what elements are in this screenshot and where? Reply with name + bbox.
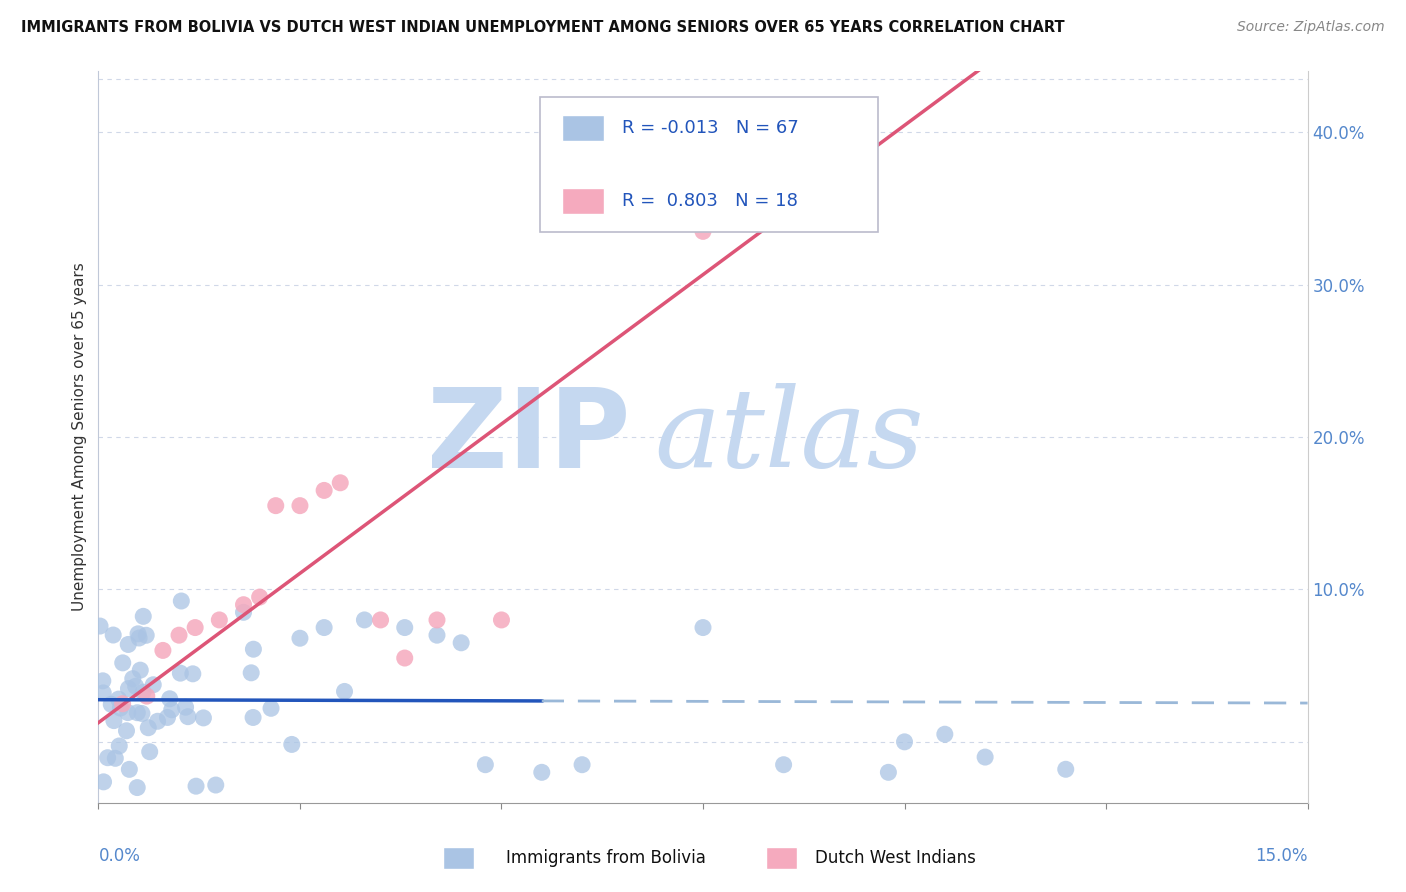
Point [117, 637, 139, 651]
Point [132, 685, 155, 699]
Point [1054, 762, 1077, 776]
Point [89, 619, 111, 633]
Point [93, 775, 115, 789]
Point [174, 700, 197, 714]
Point [104, 751, 127, 765]
Point [571, 163, 593, 178]
Point [111, 656, 134, 670]
Text: Dutch West Indians: Dutch West Indians [815, 849, 976, 867]
Point [772, 757, 794, 772]
Point [117, 706, 139, 720]
Point [329, 475, 352, 490]
Point [108, 739, 131, 753]
Point [115, 723, 138, 738]
Point [103, 628, 125, 642]
Text: R =  0.803   N = 18: R = 0.803 N = 18 [621, 192, 797, 211]
Point [288, 632, 311, 646]
Point [127, 780, 149, 795]
Point [117, 681, 139, 696]
Point [394, 651, 416, 665]
Point [974, 750, 997, 764]
Bar [561, 115, 603, 141]
Point [177, 709, 200, 723]
Point [260, 701, 283, 715]
Point [426, 628, 449, 642]
Point [264, 499, 287, 513]
Point [450, 636, 472, 650]
Point [193, 711, 215, 725]
Text: 15.0%: 15.0% [1256, 847, 1308, 864]
Point [394, 621, 416, 635]
Point [208, 613, 231, 627]
Point [692, 621, 714, 635]
Point [159, 691, 181, 706]
Point [281, 738, 304, 752]
Point [571, 757, 593, 772]
Point [100, 698, 122, 712]
Y-axis label: Unemployment Among Seniors over 65 years: Unemployment Among Seniors over 65 years [72, 263, 87, 611]
Point [242, 642, 264, 657]
Point [204, 778, 226, 792]
Bar [561, 188, 603, 214]
Point [136, 721, 159, 735]
Point [131, 706, 153, 721]
Point [128, 631, 150, 645]
Point [124, 679, 146, 693]
Point [242, 710, 264, 724]
Point [232, 598, 254, 612]
Point [184, 621, 207, 635]
Point [181, 666, 204, 681]
Point [877, 765, 900, 780]
Point [426, 613, 449, 627]
Point [107, 692, 129, 706]
Point [121, 672, 143, 686]
Text: Source: ZipAtlas.com: Source: ZipAtlas.com [1237, 20, 1385, 34]
Point [692, 224, 714, 238]
Point [370, 613, 392, 627]
Point [152, 643, 174, 657]
Point [893, 735, 915, 749]
Point [138, 745, 160, 759]
Point [249, 590, 271, 604]
Point [142, 678, 165, 692]
FancyBboxPatch shape [540, 97, 879, 232]
Point [135, 628, 157, 642]
Point [111, 697, 134, 711]
Text: 0.0%: 0.0% [98, 847, 141, 864]
Point [314, 483, 336, 498]
Point [97, 750, 120, 764]
Point [288, 499, 311, 513]
Text: IMMIGRANTS FROM BOLIVIA VS DUTCH WEST INDIAN UNEMPLOYMENT AMONG SENIORS OVER 65 : IMMIGRANTS FROM BOLIVIA VS DUTCH WEST IN… [21, 20, 1064, 35]
Point [240, 665, 263, 680]
Point [167, 628, 190, 642]
Point [103, 714, 125, 728]
Point [135, 689, 157, 703]
Point [530, 765, 553, 780]
Point [91, 686, 114, 700]
Point [127, 627, 149, 641]
Text: atlas: atlas [655, 384, 924, 491]
Point [491, 613, 513, 627]
Point [118, 763, 141, 777]
Point [132, 609, 155, 624]
Text: Immigrants from Bolivia: Immigrants from Bolivia [506, 849, 706, 867]
Point [353, 613, 375, 627]
Point [232, 605, 254, 619]
Point [170, 594, 193, 608]
Text: R = -0.013   N = 67: R = -0.013 N = 67 [621, 119, 799, 137]
Point [474, 757, 496, 772]
Point [333, 684, 356, 698]
Point [110, 701, 132, 715]
Point [129, 663, 152, 677]
Point [160, 703, 183, 717]
Point [934, 727, 956, 741]
Point [169, 666, 191, 681]
Point [314, 621, 336, 635]
Point [91, 673, 114, 688]
Point [146, 714, 169, 729]
Point [156, 710, 179, 724]
Text: ZIP: ZIP [427, 384, 630, 491]
Point [184, 779, 207, 793]
Point [127, 706, 149, 720]
